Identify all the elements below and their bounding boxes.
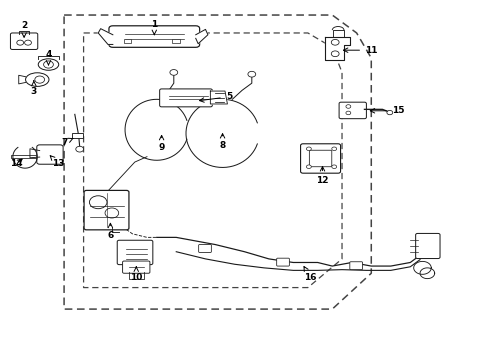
Text: 16: 16 xyxy=(304,266,316,282)
Polygon shape xyxy=(98,29,113,44)
FancyBboxPatch shape xyxy=(276,258,289,266)
Text: 14: 14 xyxy=(10,159,22,168)
Circle shape xyxy=(345,111,350,115)
Circle shape xyxy=(43,61,53,68)
Text: 6: 6 xyxy=(107,223,113,240)
FancyBboxPatch shape xyxy=(300,144,340,173)
Text: 10: 10 xyxy=(130,267,142,282)
Circle shape xyxy=(386,111,392,115)
Circle shape xyxy=(306,147,311,150)
Text: 8: 8 xyxy=(219,134,225,150)
FancyBboxPatch shape xyxy=(338,102,366,119)
Text: 3: 3 xyxy=(31,81,37,95)
Bar xyxy=(123,39,131,43)
Text: 5: 5 xyxy=(199,92,231,102)
Circle shape xyxy=(76,146,83,152)
Circle shape xyxy=(331,165,336,168)
Circle shape xyxy=(345,105,350,108)
Circle shape xyxy=(247,71,255,77)
Circle shape xyxy=(306,165,311,168)
Text: 15: 15 xyxy=(369,106,404,115)
Circle shape xyxy=(331,147,336,150)
Circle shape xyxy=(35,76,44,83)
Text: 2: 2 xyxy=(21,21,27,37)
Bar xyxy=(72,134,83,138)
FancyBboxPatch shape xyxy=(309,150,331,167)
Polygon shape xyxy=(325,37,349,59)
Circle shape xyxy=(89,196,107,209)
Circle shape xyxy=(330,40,338,45)
Text: 13: 13 xyxy=(50,156,64,168)
Circle shape xyxy=(24,40,31,45)
Text: 9: 9 xyxy=(158,135,164,152)
Polygon shape xyxy=(210,91,227,104)
FancyBboxPatch shape xyxy=(122,261,150,273)
FancyBboxPatch shape xyxy=(415,233,439,258)
FancyBboxPatch shape xyxy=(84,190,129,230)
FancyBboxPatch shape xyxy=(10,33,38,49)
FancyBboxPatch shape xyxy=(198,244,211,252)
Ellipse shape xyxy=(38,59,59,70)
Circle shape xyxy=(105,208,119,218)
Polygon shape xyxy=(195,30,207,44)
FancyBboxPatch shape xyxy=(37,145,63,164)
Bar xyxy=(172,39,180,43)
Text: 12: 12 xyxy=(316,167,328,185)
Circle shape xyxy=(169,69,177,75)
Text: 11: 11 xyxy=(343,46,377,55)
FancyBboxPatch shape xyxy=(109,26,199,47)
Text: 7: 7 xyxy=(61,138,73,147)
Bar xyxy=(11,155,39,158)
Text: 1: 1 xyxy=(151,19,157,35)
Text: 4: 4 xyxy=(45,50,52,65)
Ellipse shape xyxy=(25,73,49,86)
FancyBboxPatch shape xyxy=(349,262,362,270)
Circle shape xyxy=(17,40,23,45)
FancyBboxPatch shape xyxy=(117,240,153,265)
Circle shape xyxy=(330,51,338,57)
FancyBboxPatch shape xyxy=(159,89,212,107)
